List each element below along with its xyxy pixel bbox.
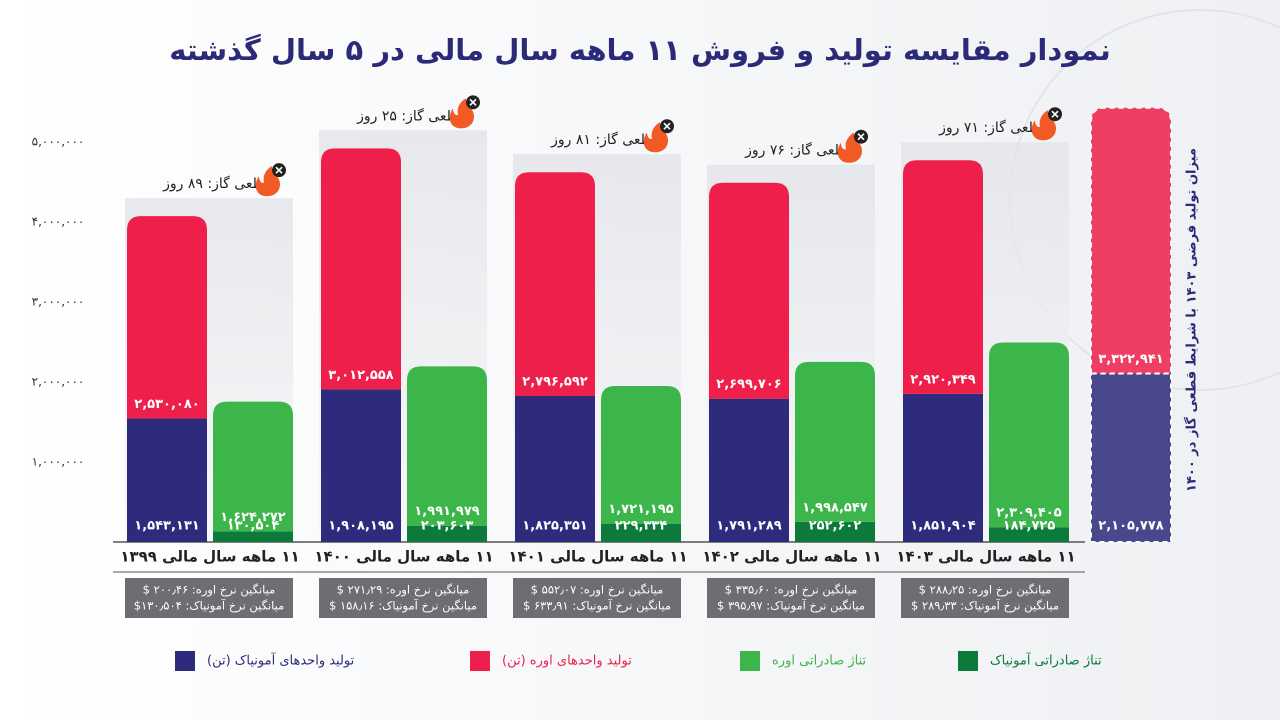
legend-label: تناژ صادراتی اوره: [772, 654, 867, 669]
data-label: ۲۵۲,۶۰۲: [809, 519, 862, 534]
bar-segment: [407, 366, 487, 526]
close-x: [857, 133, 865, 141]
legend-swatch: [740, 651, 760, 671]
price-note: میانگین نرخ اوره: ۲۸۸٫۲۵ $: [919, 583, 1052, 598]
price-box: [125, 578, 293, 618]
data-label: ۳,۰۱۲,۵۵۸: [328, 368, 393, 383]
data-label: ۱,۶۲۴,۲۷۲: [220, 510, 285, 525]
x-tick-label: میزان تولید فرضی ۱۴۰۳ با شرایط قطعی گاز …: [1184, 148, 1200, 492]
data-label: ۲,۶۹۹,۷۰۶: [716, 377, 781, 392]
bar-segment: [127, 418, 207, 542]
price-note: میانگین نرخ آمونیاک: ۲۸۹٫۳۳ $: [911, 599, 1059, 614]
data-label: ۲,۵۳۰,۰۸۰: [134, 397, 199, 412]
price-box: [901, 578, 1069, 618]
data-label: ۲,۷۹۶,۵۹۲: [522, 374, 587, 389]
data-label: ۱,۷۹۱,۲۸۹: [716, 519, 781, 534]
bar-segment: [903, 160, 983, 394]
bar-segment: [407, 525, 487, 542]
close-x: [275, 166, 283, 174]
data-label: ۱,۷۲۱,۱۹۵: [608, 502, 673, 517]
data-label: ۲۰۳,۶۰۳: [421, 519, 474, 534]
data-label: ۲۲۹,۳۳۴: [615, 519, 668, 534]
price-note: میانگین نرخ اوره: ۵۵۲٫۰۷ $: [531, 583, 664, 598]
x-tick-label: ۱۱ ماهه سال مالی ۱۴۰۳: [896, 548, 1075, 566]
price-note: میانگین نرخ آمونیاک: ۱۵۸٫۱۶ $: [329, 599, 477, 614]
bar-segment: [127, 216, 207, 419]
x-tick-label: ۱۱ ماهه سال مالی ۱۴۰۱: [508, 548, 687, 566]
bar-segment: [515, 172, 595, 396]
price-box: [707, 578, 875, 618]
data-label: ۲,۹۲۰,۳۴۹: [910, 372, 975, 387]
bar-segment: [601, 385, 681, 524]
price-note: میانگین نرخ اوره: ۲۷۱٫۲۹ $: [337, 583, 470, 598]
bar-segment: [989, 342, 1069, 528]
legend-swatch: [958, 651, 978, 671]
bar-segment: [989, 527, 1069, 542]
legend-label: تولید واحدهای اوره (تن): [502, 654, 632, 669]
data-label: ۱۸۴,۷۲۵: [1003, 519, 1056, 534]
bar-segment: [709, 182, 789, 399]
data-label: ۱,۹۰۸,۱۹۵: [328, 519, 393, 534]
y-tick-label: ۵,۰۰۰,۰۰۰: [32, 135, 85, 149]
legend-swatch: [470, 651, 490, 671]
annotation: قطعی گاز: ۷۱ روز: [938, 119, 1047, 136]
bar-segment: [795, 521, 875, 542]
x-tick-label: ۱۱ ماهه سال مالی ۱۴۰۰: [314, 548, 493, 566]
plot: ۱,۰۰۰,۰۰۰ ۲,۰۰۰,۰۰۰ ۳,۰۰۰,۰۰۰ ۴,۰۰۰,۰۰۰ ۵,۰۰…: [32, 95, 1200, 671]
price-note: میانگین نرخ آمونیاک: ۳۹۵٫۹۷ $: [717, 599, 865, 614]
chart-title: نمودار مقایسه تولید و فروش ۱۱ ماهه سال م…: [169, 33, 1111, 67]
data-label: ۱۳۰,۵۰۴: [227, 519, 280, 534]
data-label: ۲,۱۰۵,۷۷۸: [1098, 519, 1163, 534]
y-tick-label: ۳,۰۰۰,۰۰۰: [32, 295, 85, 309]
price-box: [513, 578, 681, 618]
bar-segment: [321, 389, 401, 542]
annotation: قطعی گاز: ۸۱ روز: [550, 131, 659, 148]
bar-segment: [213, 401, 293, 532]
data-label: ۱,۸۲۵,۳۵۱: [522, 519, 587, 534]
bar-segment: [515, 395, 595, 542]
bar-segment: [601, 523, 681, 542]
data-label: ۱,۵۴۳,۱۳۱: [134, 519, 199, 534]
y-tick-label: ۱,۰۰۰,۰۰۰: [32, 455, 85, 469]
y-tick-label: ۴,۰۰۰,۰۰۰: [32, 215, 85, 229]
legend-label: تولید واحدهای آمونیاک (تن): [207, 652, 355, 669]
close-x: [1051, 110, 1059, 118]
close-x: [469, 98, 477, 106]
annotation: قطعی گاز: ۸۹ روز: [162, 175, 271, 192]
bar-segment: [795, 361, 875, 522]
price-box: [319, 578, 487, 618]
annotation: قطعی گاز: ۲۵ روز: [356, 107, 465, 124]
data-label: ۱,۹۹۱,۹۷۹: [414, 504, 479, 519]
price-note: میانگین نرخ آمونیاک: ۱۳۰٫۵۰۴$: [134, 599, 285, 614]
data-label: ۲,۳۰۹,۴۰۵: [996, 506, 1061, 521]
y-tick-label: ۲,۰۰۰,۰۰۰: [32, 375, 85, 389]
close-x: [663, 122, 671, 130]
data-label: ۳,۳۲۲,۹۴۱: [1098, 352, 1163, 367]
x-tick-label: ۱۱ ماهه سال مالی ۱۳۹۹: [120, 548, 299, 566]
legend-label: تناژ صادراتی آمونیاک: [990, 652, 1102, 669]
bar-segment: [1090, 106, 1172, 375]
price-note: میانگین نرخ اوره: ۳۳۵٫۶۰ $: [725, 583, 858, 598]
annotation: قطعی گاز: ۷۶ روز: [744, 142, 853, 159]
bar-segment: [903, 393, 983, 542]
data-label: ۱,۹۹۸,۵۴۷: [802, 500, 867, 515]
price-note: میانگین نرخ آمونیاک: ۶۳۳٫۹۱ $: [523, 599, 671, 614]
price-note: میانگین نرخ اوره: ۲۰۰٫۴۶ $: [143, 583, 276, 598]
bar-segment: [1090, 372, 1172, 543]
legend-swatch: [175, 651, 195, 671]
bar-segment: [321, 148, 401, 390]
data-label: ۱,۸۵۱,۹۰۴: [910, 519, 975, 534]
bar-segment: [709, 398, 789, 542]
x-tick-label: ۱۱ ماهه سال مالی ۱۴۰۲: [702, 548, 881, 566]
bar-segment: [213, 531, 293, 542]
